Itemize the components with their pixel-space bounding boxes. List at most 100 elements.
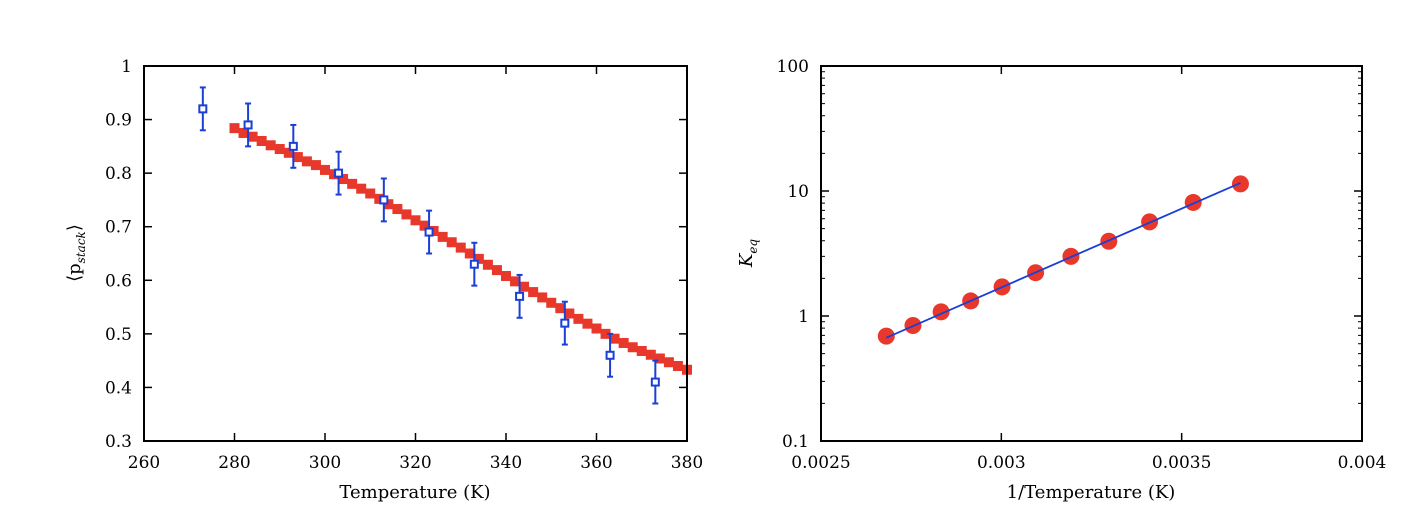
left-x-tick-label: 380 — [671, 453, 703, 473]
right-y-tick-label: 100 — [777, 57, 809, 77]
left-y-tick-label: 0.4 — [105, 378, 132, 398]
left-model-point — [428, 226, 439, 236]
left-model-point — [329, 169, 340, 180]
left-model-point — [292, 152, 303, 163]
right-y-label-main: K — [736, 252, 757, 268]
left-model-point — [455, 242, 466, 253]
left-model-point — [374, 193, 385, 204]
left-chart-ticks: 260 280 300 320 340 360 380 0.3 0.4 0.5 0.6 0.7 0.8 0… — [105, 57, 703, 473]
left-y-label-close: ⟩ — [64, 224, 85, 231]
left-x-tick-label: 360 — [580, 453, 612, 473]
right-chart-marks — [877, 175, 1249, 345]
left-x-tick-label: 300 — [309, 453, 341, 473]
left-model-point — [555, 303, 566, 314]
right-y-tick-label: 10 — [787, 182, 809, 202]
left-model-point — [265, 140, 276, 151]
left-x-axis-label: Temperature (K) — [339, 482, 490, 503]
left-model-point — [519, 281, 530, 292]
left-data-point — [379, 195, 389, 205]
left-model-point — [537, 292, 548, 303]
right-keq-point — [877, 327, 895, 345]
left-model-point — [564, 308, 575, 319]
right-x-axis-label: 1/Temperature (K) — [1007, 482, 1176, 503]
left-data-point — [560, 318, 570, 328]
right-x-tick-label: 0.0035 — [1152, 453, 1211, 473]
right-plot-frame — [820, 65, 1363, 442]
left-model-point — [274, 144, 285, 155]
left-model-point — [419, 220, 430, 231]
left-model-point — [573, 313, 584, 324]
left-x-tick-label: 280 — [218, 453, 250, 473]
left-model-point — [392, 204, 403, 215]
left-data-point — [334, 168, 344, 178]
left-model-point — [473, 253, 484, 264]
left-model-point — [446, 237, 457, 248]
left-plot-frame — [143, 65, 688, 442]
left-y-label-main: ⟨p — [64, 263, 85, 282]
left-y-axis-label: ⟨pstack⟩ — [64, 224, 88, 282]
left-model-point — [347, 178, 358, 189]
right-x-tick-label: 0.0025 — [791, 453, 850, 473]
left-model-point — [310, 160, 321, 171]
left-model-point — [338, 174, 349, 185]
left-model-point — [510, 276, 521, 287]
left-y-tick-label: 0.3 — [105, 432, 132, 452]
left-model-point — [229, 123, 240, 134]
left-y-tick-label: 0.7 — [105, 218, 132, 238]
left-data-point — [605, 350, 615, 360]
right-keq-point — [1184, 193, 1202, 211]
left-x-tick-label: 320 — [399, 453, 431, 473]
left-data-point — [469, 259, 479, 269]
left-data-point — [515, 291, 525, 301]
left-data-point — [424, 227, 434, 237]
left-y-label-sub: stack — [74, 231, 88, 263]
right-fit-line — [885, 182, 1241, 339]
left-model-point — [636, 346, 647, 356]
left-y-tick-label: 0.6 — [105, 271, 132, 291]
left-model-point — [247, 131, 258, 142]
right-y-label-sub: eq — [746, 239, 760, 254]
left-model-point — [437, 231, 448, 242]
left-y-tick-label: 0.8 — [105, 164, 132, 184]
right-x-tick-label: 0.004 — [1338, 453, 1387, 473]
left-model-point — [600, 328, 611, 339]
right-x-tick-label: 0.003 — [977, 453, 1026, 473]
left-model-point — [546, 297, 557, 308]
left-model-point — [301, 156, 312, 167]
right-y-tick-label: 1 — [798, 307, 809, 327]
left-chart-marks — [198, 86, 692, 405]
left-model-point — [283, 147, 294, 158]
left-model-point — [528, 287, 539, 298]
right-chart-ticks: 0.0025 0.003 0.0035 0.004 0.1 1 10 100 — [777, 57, 1387, 473]
left-model-point — [356, 183, 367, 194]
left-model-point — [238, 127, 249, 138]
left-model-point — [618, 337, 629, 348]
left-model-point — [482, 259, 493, 270]
left-y-tick-label: 0.5 — [105, 325, 132, 345]
left-data-point — [650, 377, 660, 387]
left-model-point — [582, 318, 593, 329]
left-model-point — [654, 353, 665, 364]
left-model-point — [410, 215, 421, 226]
left-model-point — [627, 342, 638, 353]
left-chart: 260 280 300 320 340 360 380 0.3 0.4 0.5 0.6 0.7 0.8 0… — [64, 57, 703, 503]
left-model-point — [320, 164, 330, 175]
left-y-tick-label: 1 — [121, 57, 132, 77]
left-model-point — [491, 265, 502, 276]
left-data-point — [243, 120, 253, 130]
left-model-point — [365, 188, 376, 199]
left-x-tick-label: 260 — [128, 453, 160, 473]
left-data-point — [198, 104, 208, 114]
left-model-point — [464, 248, 475, 259]
left-model-point — [663, 357, 674, 368]
left-data-point — [288, 141, 298, 151]
left-model-point — [383, 199, 394, 210]
left-x-tick-label: 340 — [490, 453, 522, 473]
left-model-point — [645, 349, 656, 360]
left-y-tick-label: 0.9 — [105, 111, 132, 131]
left-model-point — [672, 361, 683, 371]
left-model-point — [501, 271, 511, 281]
left-model-point — [609, 333, 620, 344]
right-y-tick-label: 0.1 — [782, 432, 809, 452]
